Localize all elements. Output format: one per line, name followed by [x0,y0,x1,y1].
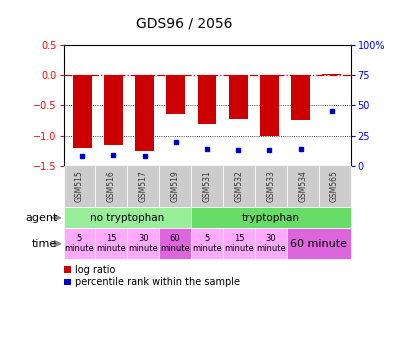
Text: GSM517: GSM517 [138,171,147,202]
Text: GSM532: GSM532 [234,171,243,202]
Text: tryptophan: tryptophan [241,213,299,223]
Text: 30
minute: 30 minute [255,234,285,253]
Text: 30
minute: 30 minute [128,234,158,253]
Text: GSM565: GSM565 [329,171,338,202]
Text: GSM516: GSM516 [107,171,116,202]
Text: 15
minute: 15 minute [96,234,126,253]
Text: percentile rank within the sample: percentile rank within the sample [75,277,239,287]
Text: GDS96 / 2056: GDS96 / 2056 [136,16,232,30]
Text: agent: agent [25,213,57,223]
Text: no tryptophan: no tryptophan [90,213,164,223]
Text: 15
minute: 15 minute [223,234,253,253]
Bar [228,75,247,119]
Text: GSM534: GSM534 [297,171,306,202]
Text: GSM533: GSM533 [266,171,275,202]
Bar [73,75,91,148]
Bar [290,75,309,121]
Bar [197,75,216,124]
Bar [166,75,185,114]
Text: log ratio: log ratio [75,265,115,275]
Bar [259,75,278,136]
Text: 5
minute: 5 minute [192,234,221,253]
Bar [135,75,154,151]
Text: 5
minute: 5 minute [65,234,94,253]
Text: GSM531: GSM531 [202,171,211,202]
Bar [104,75,123,145]
Text: GSM519: GSM519 [170,171,179,202]
Text: 60
minute: 60 minute [160,234,190,253]
Bar [322,74,340,75]
Text: GSM515: GSM515 [75,171,84,202]
Text: time: time [32,238,57,249]
Text: 60 minute: 60 minute [290,238,346,249]
